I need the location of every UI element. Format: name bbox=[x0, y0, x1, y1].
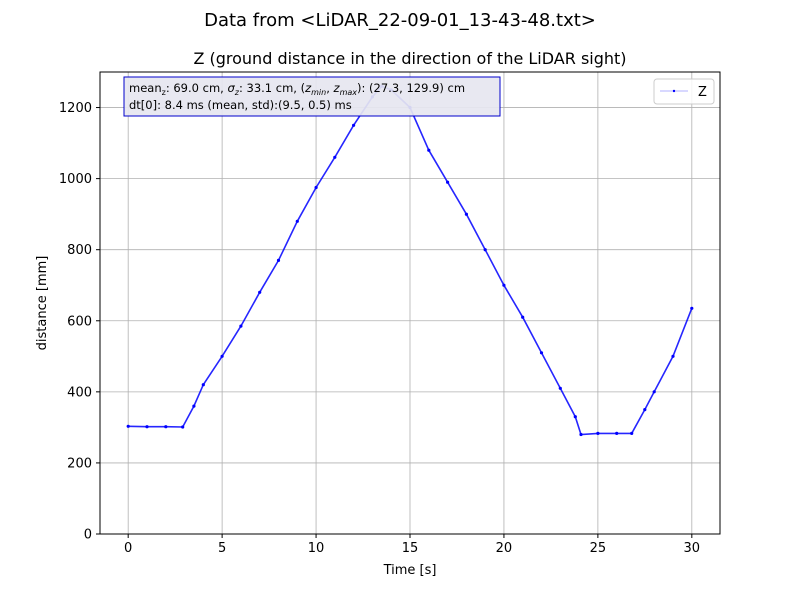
x-tick-label: 25 bbox=[590, 541, 607, 556]
legend: Z bbox=[653, 78, 715, 105]
y-axis-label: distance [mm] bbox=[35, 256, 50, 351]
data-point bbox=[446, 180, 450, 184]
y-tick-label: 600 bbox=[67, 314, 92, 329]
data-point bbox=[201, 383, 205, 387]
stats-sigma-symbol: σ bbox=[227, 81, 235, 95]
x-tick-label: 0 bbox=[124, 541, 132, 556]
data-point bbox=[643, 408, 647, 412]
data-point bbox=[630, 431, 634, 435]
data-point bbox=[615, 431, 619, 435]
stats-range-value: ): (27.3, 129.9) cm bbox=[357, 81, 465, 95]
data-point bbox=[295, 219, 299, 223]
data-point bbox=[181, 425, 185, 429]
data-point bbox=[539, 351, 544, 355]
stats-annotation-line2: dt[0]: 8.4 ms (mean, std):(9.5, 0.5) ms bbox=[129, 98, 352, 112]
figure-suptitle: Data from <LiDAR_22-09-01_13-43-48.txt> bbox=[204, 10, 596, 31]
stats-zmin-symbol: z bbox=[304, 81, 312, 95]
y-axis-ticks: 0 200 400 600 800 1000 1200 bbox=[59, 101, 100, 543]
stats-comma: , bbox=[326, 81, 333, 95]
data-point bbox=[483, 248, 487, 252]
legend-box bbox=[653, 78, 715, 105]
legend-marker-swatch bbox=[672, 89, 676, 93]
data-point bbox=[258, 290, 262, 294]
data-point bbox=[164, 425, 168, 429]
data-point bbox=[427, 148, 431, 152]
data-point bbox=[314, 185, 318, 190]
data-point bbox=[579, 432, 583, 437]
stats-sigma-subscript: z bbox=[234, 88, 240, 97]
stats-annotation-box bbox=[123, 76, 501, 117]
data-point bbox=[126, 424, 130, 428]
x-tick-label: 5 bbox=[218, 541, 226, 556]
x-tick-label: 10 bbox=[308, 541, 325, 556]
y-tick-label: 400 bbox=[67, 385, 92, 400]
data-point bbox=[333, 155, 337, 159]
plot-frame bbox=[99, 71, 721, 535]
stats-zmin-subscript: min bbox=[311, 88, 326, 97]
data-point bbox=[652, 390, 656, 394]
x-tick-label: 30 bbox=[684, 541, 701, 556]
x-axis-label: Time [s] bbox=[383, 563, 437, 578]
stats-mean-label: mean bbox=[129, 81, 162, 95]
data-point bbox=[690, 306, 694, 310]
data-point bbox=[145, 425, 149, 429]
y-tick-label: 800 bbox=[67, 243, 92, 258]
data-point bbox=[521, 315, 525, 319]
stats-zmax-symbol: z bbox=[333, 81, 341, 95]
stats-sigma-value: : 33.1 cm, ( bbox=[239, 81, 305, 95]
x-tick-label: 15 bbox=[402, 541, 419, 556]
data-point bbox=[573, 415, 577, 419]
x-axis-ticks: 0 5 10 15 20 25 30 bbox=[124, 534, 700, 556]
chart-title: Z (ground distance in the direction of t… bbox=[193, 49, 626, 68]
data-point bbox=[239, 324, 243, 328]
data-point bbox=[352, 123, 356, 127]
stats-annotation: meanz: 69.0 cm, σz: 33.1 cm, (zmin, zmax… bbox=[123, 76, 501, 117]
stats-annotation-line1: meanz: 69.0 cm, σz: 33.1 cm, (zmin, zmax… bbox=[129, 81, 465, 97]
x-tick-label: 20 bbox=[496, 541, 513, 556]
data-point bbox=[276, 258, 281, 262]
stats-mean-subscript: z bbox=[162, 88, 166, 97]
y-tick-label: 200 bbox=[67, 456, 92, 471]
stats-zmax-subscript: max bbox=[340, 88, 358, 97]
data-point bbox=[192, 404, 196, 408]
data-point bbox=[671, 354, 675, 358]
data-point bbox=[596, 431, 600, 435]
data-point bbox=[502, 283, 506, 287]
legend-entry-z: Z bbox=[698, 85, 707, 100]
y-tick-label: 1000 bbox=[59, 172, 92, 187]
y-tick-label: 1200 bbox=[59, 101, 92, 116]
data-point bbox=[464, 212, 468, 216]
y-tick-label: 0 bbox=[84, 528, 92, 543]
data-point bbox=[558, 386, 562, 390]
data-point bbox=[220, 354, 224, 358]
stats-mean-value: : 69.0 cm, bbox=[166, 81, 228, 95]
